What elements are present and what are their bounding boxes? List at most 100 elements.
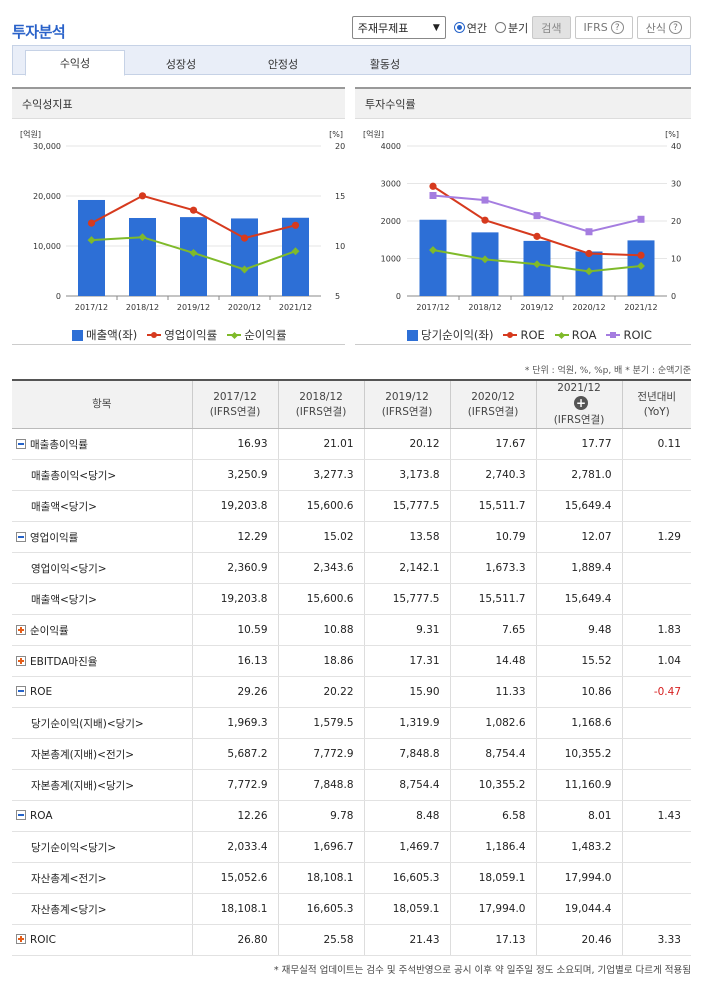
value-cell: 18,108.1 <box>191 893 278 925</box>
header-basis-label: (IFRS연결) <box>381 405 433 418</box>
collapse-icon[interactable] <box>16 438 26 449</box>
table-row: EBITDA마진율 16.13 18.86 17.31 14.48 15.52 1.04 <box>12 645 691 677</box>
x-tick-label: 2020/12 <box>228 303 261 312</box>
statement-select[interactable]: 주재무제표 ▼ <box>351 16 446 39</box>
expand-icon[interactable] <box>16 934 26 944</box>
row-label-cell[interactable]: ROA <box>12 800 192 832</box>
tab-growth[interactable]: 성장성 <box>131 51 231 76</box>
collapse-icon[interactable] <box>16 686 26 696</box>
row-label-cell: 매출액<당기> <box>12 490 192 522</box>
chart-legend: 매출액(좌) 영업이익률 순이익률 <box>72 327 287 343</box>
value-cell: 1,579.5 <box>277 707 364 739</box>
row-label-cell: 매출총이익<당기> <box>12 459 192 491</box>
value-cell: 19,203.8 <box>191 490 278 522</box>
row-label-cell: 영업이익<당기> <box>12 552 192 584</box>
data-point <box>429 182 437 190</box>
bar <box>129 217 156 296</box>
y-right-tick-label: 10 <box>335 242 345 251</box>
yoy-cell: 0.11 <box>621 428 691 460</box>
data-point <box>585 228 593 236</box>
yoy-cell <box>621 769 691 801</box>
yoy-cell <box>621 738 691 770</box>
yoy-cell: 1.04 <box>621 645 691 677</box>
left-axis-unit: [억원] <box>20 129 41 139</box>
value-cell: 8,754.4 <box>363 769 450 801</box>
value-cell: 9.31 <box>363 614 450 646</box>
value-cell: 5,687.2 <box>191 738 278 770</box>
row-label-cell[interactable]: 매출총이익률 <box>12 428 192 460</box>
table-row: ROIC 26.80 25.58 21.43 17.13 20.46 3.33 <box>12 924 691 956</box>
row-label: 매출액<당기> <box>31 500 97 513</box>
header-basis-label: (IFRS연결) <box>467 405 519 418</box>
value-cell: 16,605.3 <box>277 893 364 925</box>
add-column-icon[interactable]: + <box>574 396 588 410</box>
row-label-cell[interactable]: 순이익률 <box>12 614 192 646</box>
bar <box>523 240 551 296</box>
legend-label: ROE <box>520 328 545 342</box>
row-label-cell[interactable]: 영업이익률 <box>12 521 192 553</box>
yoy-cell: 1.43 <box>621 800 691 832</box>
radio-annual[interactable]: 연간 <box>453 20 487 36</box>
radio-quarter[interactable]: 분기 <box>495 20 528 36</box>
value-cell: 2,343.6 <box>277 552 364 584</box>
value-cell: 15.90 <box>363 676 450 708</box>
value-cell: 1,319.9 <box>363 707 450 739</box>
expand-icon[interactable] <box>16 624 26 635</box>
bar <box>78 199 105 296</box>
row-label: 자산총계<당기> <box>31 903 107 916</box>
legend-line-swatch <box>554 330 569 340</box>
tab-stability[interactable]: 안정성 <box>233 51 333 76</box>
search-button[interactable]: 검색 <box>532 16 571 39</box>
value-cell: 11.33 <box>449 676 536 708</box>
expand-icon[interactable] <box>16 655 26 666</box>
value-cell: 10.88 <box>277 614 364 646</box>
value-cell: 17.13 <box>449 924 536 956</box>
value-cell: 18,059.1 <box>363 893 450 925</box>
value-cell: 17.31 <box>363 645 450 677</box>
yoy-cell: 3.33 <box>621 924 691 956</box>
tab-activity[interactable]: 활동성 <box>335 51 435 76</box>
value-cell: 10.86 <box>535 676 622 708</box>
row-label: ROIC <box>30 934 56 946</box>
data-point <box>240 234 249 242</box>
value-cell: 12.07 <box>535 521 622 553</box>
legend-item: 순이익률 <box>227 327 287 343</box>
header-item: 항목 <box>12 379 192 429</box>
row-label-cell[interactable]: EBITDA마진율 <box>12 645 192 677</box>
header-period-label: 2019/12 <box>385 390 429 403</box>
collapse-icon[interactable] <box>16 810 26 820</box>
value-cell: 1,168.6 <box>535 707 622 739</box>
row-label-cell: 자산총계<전기> <box>12 862 192 894</box>
y-right-tick-label: 15 <box>335 192 345 201</box>
data-point <box>481 196 489 204</box>
yoy-cell: 1.29 <box>621 521 691 553</box>
value-cell: 18,059.1 <box>449 862 536 894</box>
legend-item: ROIC <box>606 328 652 342</box>
tab-profitability[interactable]: 수익성 <box>25 50 125 76</box>
row-label-cell[interactable]: ROE <box>12 676 192 708</box>
header-yoy-label: 전년대비 <box>637 390 677 403</box>
data-point <box>240 265 249 274</box>
value-cell: 20.22 <box>277 676 364 708</box>
legend-item: 매출액(좌) <box>72 327 137 343</box>
row-label: 매출총이익<당기> <box>31 469 117 482</box>
tab-label: 수익성 <box>59 57 91 70</box>
value-cell: 9.48 <box>535 614 622 646</box>
page-title: 투자분석 <box>12 23 66 41</box>
yoy-cell <box>621 552 691 584</box>
row-label: 당기순이익<당기> <box>31 841 117 854</box>
value-cell: 1,673.3 <box>449 552 536 584</box>
row-label-cell[interactable]: ROIC <box>12 924 192 956</box>
header-basis-label: (IFRS연결) <box>295 405 347 418</box>
row-label: 영업이익<당기> <box>31 562 107 575</box>
x-tick-label: 2018/12 <box>126 303 159 312</box>
row-label: 자본총계(지배)<전기> <box>31 748 135 761</box>
value-cell: 8.01 <box>535 800 622 832</box>
collapse-icon[interactable] <box>16 531 26 542</box>
formula-button[interactable]: 산식 ? <box>636 16 691 39</box>
value-cell: 15,777.5 <box>363 490 450 522</box>
ifrs-button[interactable]: IFRS ? <box>574 16 633 39</box>
yoy-cell <box>621 831 691 863</box>
value-cell: 25.58 <box>277 924 364 956</box>
search-button-label: 검색 <box>541 21 562 35</box>
